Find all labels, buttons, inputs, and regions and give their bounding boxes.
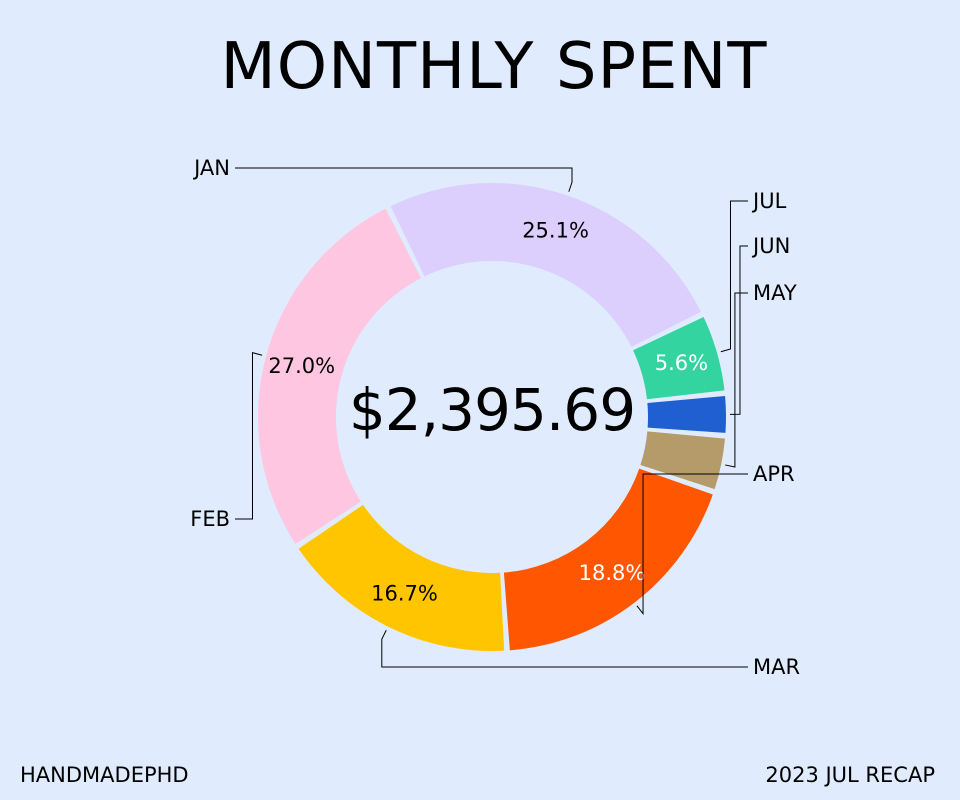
footer-left: HANDMADEPHD [20, 763, 189, 787]
leader-line-feb [235, 351, 263, 520]
month-label-mar: MAR [753, 655, 800, 679]
month-label-apr: APR [753, 462, 795, 486]
slice-apr [503, 468, 713, 651]
pct-label-mar: 16.7% [371, 581, 438, 605]
total-amount: $2,395.69 [349, 376, 635, 444]
leader-line-may [725, 292, 748, 468]
slices-group [258, 183, 726, 651]
slice-jul [633, 316, 725, 400]
leader-line-jun [729, 245, 748, 415]
month-label-jul: JUL [751, 189, 787, 213]
pct-label-jan: 25.1% [522, 219, 589, 243]
slice-may [640, 431, 725, 490]
labels-group: 25.1% JAN 27.0% FEB 16.7% MAR 18.8% APR MAY JUN 5.… [190, 156, 800, 679]
footer-right: 2023 JUL RECAP [765, 763, 935, 787]
slice-jan [390, 183, 702, 347]
month-label-jun: JUN [751, 234, 790, 258]
pct-label-feb: 27.0% [268, 354, 335, 378]
pct-label-apr: 18.8% [579, 561, 646, 585]
month-label-feb: FEB [190, 507, 230, 531]
leader-line-mar [381, 629, 748, 668]
leader-line-apr [636, 473, 748, 616]
leader-line-jan [235, 167, 573, 192]
leader-line-jul [720, 200, 748, 353]
pct-label-jul: 5.6% [655, 351, 708, 375]
month-label-may: MAY [753, 281, 797, 305]
chart-title: MONTHLY SPENT [221, 30, 768, 104]
slice-feb [258, 208, 422, 544]
slice-jun [647, 396, 726, 433]
slice-mar [298, 504, 505, 651]
month-label-jan: JAN [192, 156, 230, 180]
